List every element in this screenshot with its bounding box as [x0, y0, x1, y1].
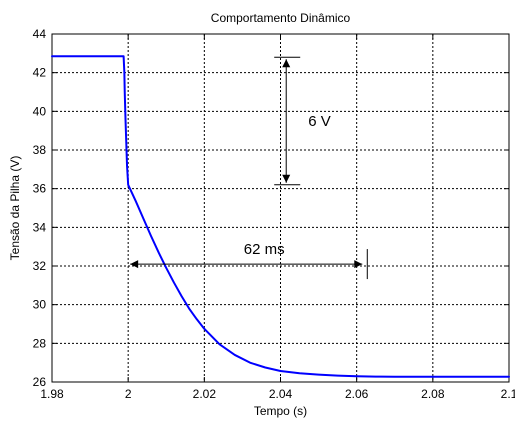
chart-title: Comportamento Dinâmico: [211, 11, 351, 25]
y-tick-label: 34: [33, 220, 47, 234]
y-axis-label: Tensão da Pilha (V): [8, 156, 22, 261]
voltage-span-label: 6 V: [308, 113, 331, 130]
annotation-arrowhead: [282, 174, 291, 183]
x-tick-label: 2.06: [345, 387, 369, 401]
annotation-arrowhead: [282, 59, 291, 68]
series-line: [51, 55, 510, 378]
x-tick-label: 1.98: [40, 387, 64, 401]
annotation-arrowhead: [130, 260, 139, 269]
y-tick-label: 42: [33, 66, 47, 80]
x-tick-label: 2.04: [269, 387, 293, 401]
x-tick-label: 2: [125, 387, 132, 401]
x-tick-label: 2.02: [193, 387, 217, 401]
x-tick-label: 2.1: [501, 387, 515, 401]
x-axis-label: Tempo (s): [254, 404, 307, 418]
y-tick-label: 32: [33, 259, 47, 273]
axis-ticks: [51, 33, 510, 383]
grid-lines: [52, 34, 509, 382]
series-layer: [51, 55, 510, 378]
y-tick-label: 28: [33, 336, 47, 350]
tick-labels: 1.98 2 2.02 2.04 2.06 2.08 2.1 26 28 30 32 34 36 38 40…: [33, 27, 515, 401]
x-tick-label: 2.08: [421, 387, 445, 401]
y-tick-label: 40: [33, 104, 47, 118]
y-tick-label: 26: [33, 375, 47, 389]
time-span-label: 62 ms: [244, 241, 285, 258]
y-tick-label: 38: [33, 143, 47, 157]
annotations-layer: 6 V 62 ms: [130, 56, 368, 280]
y-tick-label: 44: [33, 27, 47, 41]
annotation-arrowhead: [354, 260, 363, 269]
y-tick-label: 30: [33, 298, 47, 312]
y-tick-label: 36: [33, 182, 47, 196]
